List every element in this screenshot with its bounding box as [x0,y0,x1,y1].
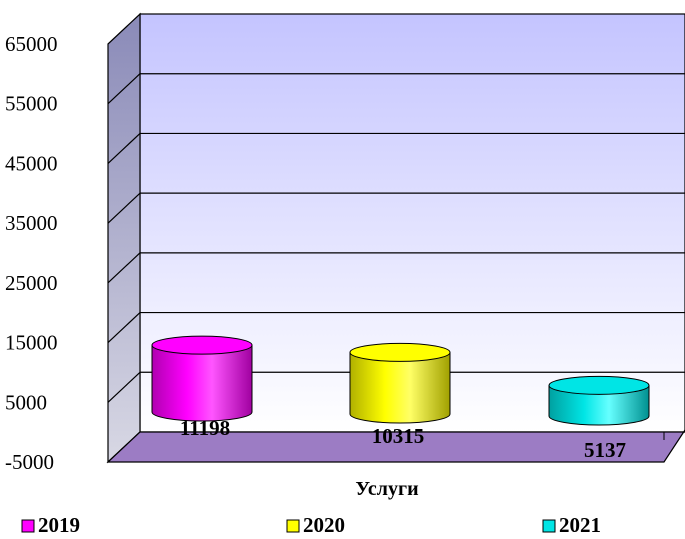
data-label: 11198 [180,416,230,440]
data-labels: 11198 10315 5137 [180,416,626,462]
legend-label: 2019 [38,513,80,537]
y-tick-label: 15000 [5,331,58,355]
bar-top [349,342,451,362]
y-tick-label: 25000 [5,271,58,295]
bar-2019 [151,335,253,422]
legend-label: 2020 [303,513,345,537]
legend-item-2021: 2021 [542,513,601,537]
bar-top [548,375,650,395]
legend-swatch [21,519,35,533]
legend: 2019 2020 2021 [21,513,601,537]
side-wall [107,12,141,464]
bar-2020 [349,342,451,424]
y-tick-label: 35000 [5,211,58,235]
side-gridline [107,132,141,164]
bar-body [548,384,650,426]
data-label: 5137 [584,438,626,462]
side-gridline [107,371,141,403]
legend-swatch [542,519,556,533]
y-tick-label: 55000 [5,92,58,116]
bar-2021 [548,375,650,426]
x-axis-label: Услуги [355,478,418,500]
legend-swatch [286,519,300,533]
y-tick-label: 5000 [5,390,47,414]
legend-item-2020: 2020 [286,513,345,537]
bar-top [151,335,253,355]
floor [106,428,685,463]
bars [151,335,650,426]
legend-item-2019: 2019 [21,513,80,537]
bar-body [151,344,253,422]
side-gridline [107,312,141,344]
side-gridline [107,252,141,284]
data-label: 10315 [372,424,425,448]
legend-label: 2021 [559,513,601,537]
y-tick-label: -5000 [5,450,54,474]
bar-body [349,351,451,424]
side-gridline [107,73,141,105]
y-tick-label: 45000 [5,151,58,175]
y-axis-ticks: -5000 5000 15000 25000 35000 45000 55000 65000 [5,32,58,474]
y-tick-label: 65000 [5,32,58,56]
side-gridline [107,192,141,224]
